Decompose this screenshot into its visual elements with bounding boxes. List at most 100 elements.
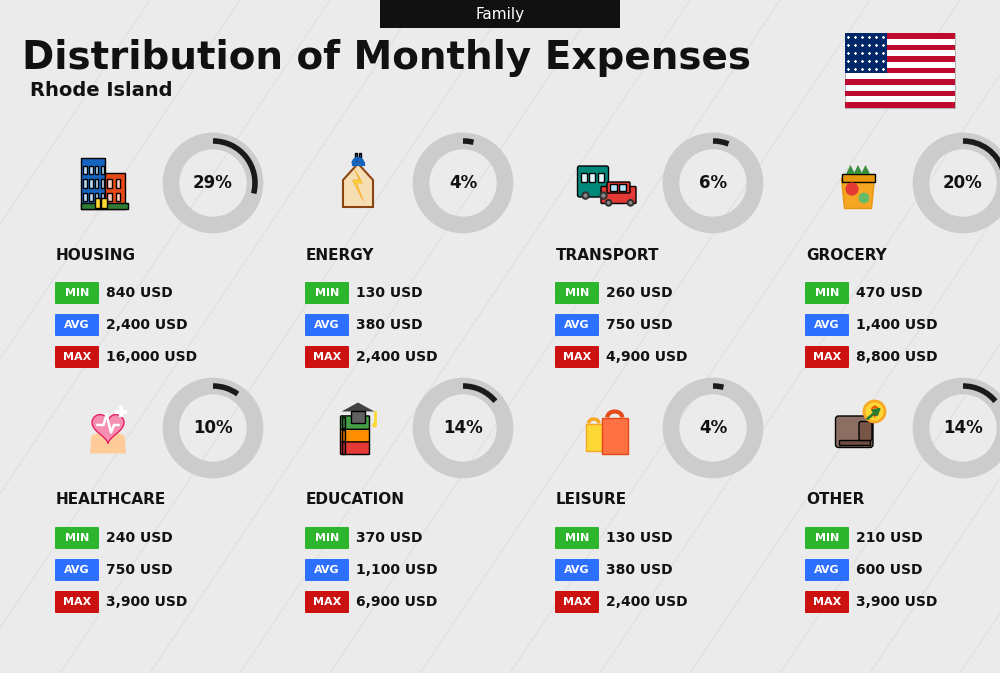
Circle shape xyxy=(605,199,612,207)
Text: $: $ xyxy=(870,404,879,419)
FancyBboxPatch shape xyxy=(859,421,872,441)
FancyBboxPatch shape xyxy=(305,282,349,304)
FancyBboxPatch shape xyxy=(101,198,106,208)
Text: MAX: MAX xyxy=(813,597,841,607)
Text: 840 USD: 840 USD xyxy=(106,286,173,300)
Text: 240 USD: 240 USD xyxy=(106,531,173,545)
Text: MAX: MAX xyxy=(813,352,841,362)
FancyBboxPatch shape xyxy=(586,423,602,450)
Text: Rhode Island: Rhode Island xyxy=(30,81,173,100)
Text: MAX: MAX xyxy=(563,597,591,607)
Circle shape xyxy=(627,199,634,207)
FancyBboxPatch shape xyxy=(805,559,849,581)
Polygon shape xyxy=(90,429,126,454)
FancyBboxPatch shape xyxy=(555,282,599,304)
Text: MAX: MAX xyxy=(63,597,91,607)
Circle shape xyxy=(864,401,885,422)
Polygon shape xyxy=(854,165,862,174)
Text: 750 USD: 750 USD xyxy=(606,318,673,332)
Text: GROCERY: GROCERY xyxy=(806,248,887,262)
FancyBboxPatch shape xyxy=(355,153,357,164)
Text: 2,400 USD: 2,400 USD xyxy=(606,595,688,609)
FancyBboxPatch shape xyxy=(838,440,870,444)
Text: HEALTHCARE: HEALTHCARE xyxy=(56,493,166,507)
FancyBboxPatch shape xyxy=(340,429,370,442)
Text: 370 USD: 370 USD xyxy=(356,531,422,545)
Circle shape xyxy=(859,192,869,203)
Text: AVG: AVG xyxy=(314,565,340,575)
FancyBboxPatch shape xyxy=(845,33,955,108)
FancyBboxPatch shape xyxy=(95,179,98,188)
FancyBboxPatch shape xyxy=(380,0,620,28)
FancyBboxPatch shape xyxy=(598,173,604,182)
Text: MIN: MIN xyxy=(815,533,839,543)
Text: 4%: 4% xyxy=(449,174,477,192)
Text: MAX: MAX xyxy=(63,352,91,362)
Text: MAX: MAX xyxy=(563,352,591,362)
Text: 2,400 USD: 2,400 USD xyxy=(106,318,188,332)
Text: 6%: 6% xyxy=(699,174,727,192)
Text: MIN: MIN xyxy=(315,533,339,543)
Text: 1,400 USD: 1,400 USD xyxy=(856,318,938,332)
FancyBboxPatch shape xyxy=(83,192,87,201)
Text: EDUCATION: EDUCATION xyxy=(306,493,405,507)
Text: MIN: MIN xyxy=(65,533,89,543)
FancyBboxPatch shape xyxy=(95,192,98,201)
Polygon shape xyxy=(861,165,870,174)
Text: 10%: 10% xyxy=(193,419,233,437)
Text: 260 USD: 260 USD xyxy=(606,286,673,300)
FancyBboxPatch shape xyxy=(805,314,849,336)
FancyBboxPatch shape xyxy=(555,559,599,581)
Text: 6,900 USD: 6,900 USD xyxy=(356,595,437,609)
Text: 750 USD: 750 USD xyxy=(106,563,173,577)
FancyBboxPatch shape xyxy=(842,174,874,182)
FancyBboxPatch shape xyxy=(845,91,955,96)
FancyBboxPatch shape xyxy=(340,441,370,454)
FancyBboxPatch shape xyxy=(845,33,887,73)
FancyBboxPatch shape xyxy=(305,314,349,336)
Text: 16,000 USD: 16,000 USD xyxy=(106,350,197,364)
Text: AVG: AVG xyxy=(314,320,340,330)
FancyBboxPatch shape xyxy=(55,346,99,368)
FancyBboxPatch shape xyxy=(836,416,873,448)
Polygon shape xyxy=(842,178,874,209)
FancyBboxPatch shape xyxy=(342,429,345,441)
Text: 14%: 14% xyxy=(443,419,483,437)
FancyBboxPatch shape xyxy=(555,314,599,336)
FancyBboxPatch shape xyxy=(116,179,120,188)
FancyBboxPatch shape xyxy=(610,184,617,190)
Text: MIN: MIN xyxy=(65,288,89,298)
Text: 380 USD: 380 USD xyxy=(606,563,673,577)
FancyBboxPatch shape xyxy=(589,173,595,182)
Text: MIN: MIN xyxy=(565,288,589,298)
FancyBboxPatch shape xyxy=(81,157,105,209)
Text: Family: Family xyxy=(475,7,525,22)
FancyBboxPatch shape xyxy=(305,559,349,581)
Circle shape xyxy=(629,201,632,205)
Text: 470 USD: 470 USD xyxy=(856,286,923,300)
FancyBboxPatch shape xyxy=(116,192,120,201)
Text: 4%: 4% xyxy=(699,419,727,437)
FancyBboxPatch shape xyxy=(607,182,630,193)
Polygon shape xyxy=(602,417,628,454)
FancyBboxPatch shape xyxy=(95,166,98,174)
FancyBboxPatch shape xyxy=(305,591,349,613)
Text: MIN: MIN xyxy=(565,533,589,543)
FancyBboxPatch shape xyxy=(89,166,93,174)
FancyBboxPatch shape xyxy=(107,192,112,201)
Text: 4,900 USD: 4,900 USD xyxy=(606,350,688,364)
FancyBboxPatch shape xyxy=(845,67,955,73)
FancyBboxPatch shape xyxy=(100,166,104,174)
FancyBboxPatch shape xyxy=(805,346,849,368)
Text: LEISURE: LEISURE xyxy=(556,493,627,507)
FancyBboxPatch shape xyxy=(55,527,99,549)
Text: 14%: 14% xyxy=(943,419,983,437)
Circle shape xyxy=(583,194,588,198)
FancyBboxPatch shape xyxy=(83,179,87,188)
Text: AVG: AVG xyxy=(814,565,840,575)
FancyBboxPatch shape xyxy=(845,33,955,39)
Text: 20%: 20% xyxy=(943,174,983,192)
Circle shape xyxy=(601,194,606,198)
Circle shape xyxy=(372,423,377,427)
FancyBboxPatch shape xyxy=(55,282,99,304)
